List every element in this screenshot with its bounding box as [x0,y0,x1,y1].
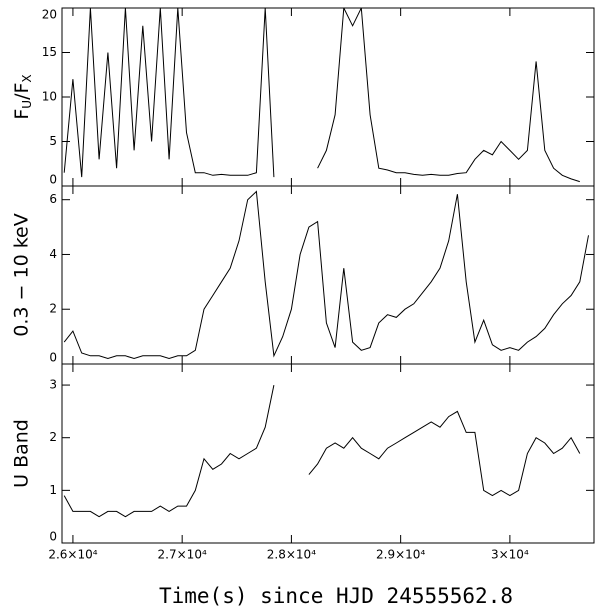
panel: 0 5 10 15 20 FU/FX [11,7,595,187]
x-axis-label: Time(s) since HJD 24555562.8 [159,584,513,608]
y-tick-label: 10 [42,90,57,104]
x-tick-label: 2.7×10⁴ [158,548,207,562]
y-tick-label: 2 [49,430,57,444]
y-tick-label: 4 [49,247,57,261]
x-tick-label: 2.6×10⁴ [48,548,97,562]
y-tick-label: 2 [49,302,57,316]
y-axis-label: FU/FX [11,74,34,119]
x-tick-label: 3×10⁴ [491,548,529,562]
y-tick-label: 5 [49,134,57,148]
y-tick-label: 20 [42,8,57,22]
x-tick-label: 2.8×10⁴ [267,548,316,562]
y-tick-label: 6 [49,192,57,206]
y-tick-label: 0 [49,530,57,544]
y-tick-label: 0 [49,351,57,365]
y-tick-label: 3 [49,378,57,392]
y-tick-label: 0 [49,173,57,187]
y-axis-label: U Band [11,419,33,488]
light-curve [63,190,589,360]
x-tick-label: 2.9×10⁴ [376,548,425,562]
panel: 0 2 4 6 0.3 − 10 keV [11,185,595,365]
light-curve [63,384,581,518]
y-tick-label: 1 [49,483,57,497]
y-axis-label-part: /F [11,83,33,100]
panel: 0 1 2 3 2.6×10⁴ 2.7×10⁴ 2.8×10⁴ 2.9×10⁴ 3×10⁴ U B… [11,363,595,608]
light-curve [63,8,580,183]
y-axis-label-part: X [20,74,34,82]
y-axis-label: 0.3 − 10 keV [11,213,33,336]
frame [61,185,595,365]
y-tick-label: 15 [42,45,57,59]
frame [61,363,595,544]
y-axis-label-part: U [20,100,34,109]
y-axis-label-part: F [11,109,33,120]
